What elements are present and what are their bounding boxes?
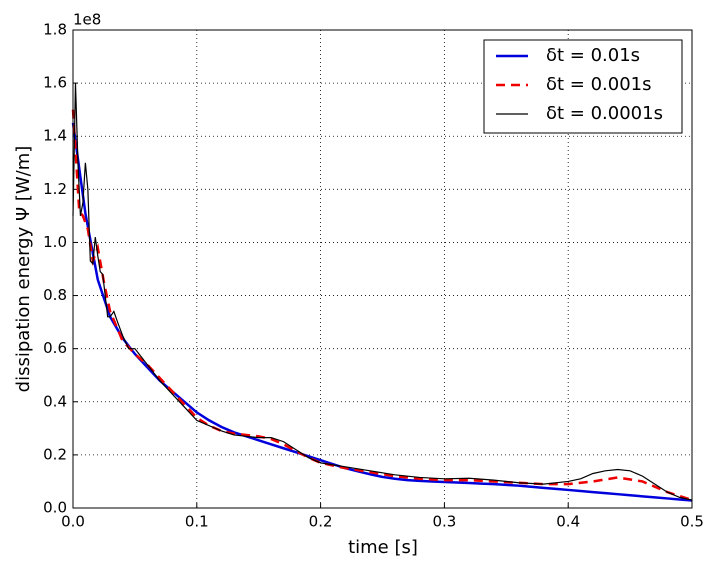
y-tick-label: 0.8 bbox=[43, 286, 67, 304]
x-tick-label: 0.0 bbox=[61, 513, 85, 531]
legend-label: δt = 0.0001s bbox=[546, 103, 663, 124]
legend-label: δt = 0.001s bbox=[546, 74, 652, 95]
legend-label: δt = 0.01s bbox=[546, 45, 640, 66]
y-axis-label: dissipation energy Ψ [W/m] bbox=[13, 146, 34, 393]
x-tick-label: 0.2 bbox=[309, 513, 333, 531]
y-tick-label: 0.0 bbox=[43, 499, 67, 517]
y-tick-label: 0.2 bbox=[43, 445, 67, 463]
plot-frame bbox=[72, 29, 693, 509]
y-tick-label: 1.2 bbox=[43, 180, 67, 198]
legend-box bbox=[483, 39, 683, 134]
line-series bbox=[71, 109, 693, 502]
y-tick-label: 1.8 bbox=[43, 21, 67, 39]
y-tick-label: 1.0 bbox=[43, 233, 67, 251]
y-tick-label: 1.6 bbox=[43, 74, 67, 92]
y-tick-label: 0.6 bbox=[43, 339, 67, 357]
x-tick-label: 0.5 bbox=[680, 513, 704, 531]
y-offset-label: 1e8 bbox=[73, 11, 101, 29]
x-axis-label: time [s] bbox=[348, 537, 418, 558]
y-tick-label: 0.4 bbox=[43, 392, 67, 410]
y-tick-label: 1.4 bbox=[43, 127, 67, 145]
x-tick-label: 0.4 bbox=[556, 513, 580, 531]
x-tick-label: 0.1 bbox=[185, 513, 209, 531]
line-series bbox=[71, 122, 693, 502]
x-tick-label: 0.3 bbox=[432, 513, 456, 531]
line-series bbox=[72, 83, 693, 501]
